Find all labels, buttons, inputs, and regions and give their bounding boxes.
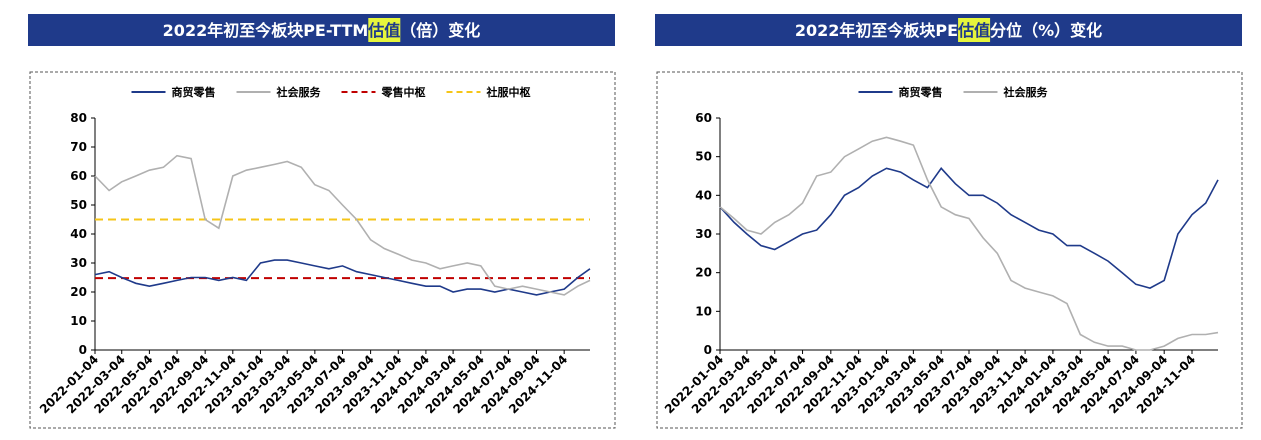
- y-tick-label: 30: [695, 227, 712, 241]
- chart-title: 2022年初至今板块PE-TTM估值（倍）变化: [163, 21, 481, 40]
- y-tick-label: 30: [70, 256, 87, 270]
- title-highlight: [958, 18, 991, 42]
- y-tick-label: 50: [70, 198, 87, 212]
- y-tick-label: 10: [70, 314, 87, 328]
- y-tick-label: 50: [695, 150, 712, 164]
- y-tick-label: 40: [70, 227, 87, 241]
- title-part: 分位（%）变化: [990, 21, 1102, 40]
- series-line: [719, 167, 1219, 289]
- legend-label: 商贸零售: [172, 85, 216, 99]
- chart-title: 2022年初至今板块PE估值分位（%）变化: [795, 21, 1102, 40]
- title-part: 估值: [957, 21, 990, 40]
- y-tick-label: 0: [79, 343, 87, 357]
- legend-label: 商贸零售: [899, 85, 943, 99]
- y-tick-label: 20: [695, 266, 712, 280]
- y-tick-label: 20: [70, 285, 87, 299]
- title-bar: [28, 14, 615, 46]
- y-tick-label: 70: [70, 140, 87, 154]
- legend-label: 社会服务: [1003, 85, 1049, 99]
- plot-frame: [656, 71, 1243, 429]
- y-tick-label: 40: [695, 188, 712, 202]
- y-tick-label: 10: [695, 304, 712, 318]
- legend-label: 零售中枢: [381, 85, 426, 99]
- y-tick-label: 0: [704, 343, 712, 357]
- title-part: 2022年初至今板块PE: [795, 21, 958, 40]
- legend-label: 社服中枢: [486, 85, 531, 99]
- y-tick-label: 80: [70, 111, 87, 125]
- series-line: [94, 154, 591, 296]
- title-part: （倍）变化: [400, 21, 480, 40]
- title-part: 估值: [367, 21, 400, 40]
- title-part: 2022年初至今板块PE-TTM: [163, 21, 369, 40]
- legend-label: 社会服务: [276, 85, 322, 99]
- y-tick-label: 60: [695, 111, 712, 125]
- series-line: [719, 136, 1219, 351]
- title-bar: [655, 14, 1242, 46]
- title-highlight: [368, 18, 401, 42]
- plot-frame: [29, 71, 616, 429]
- y-tick-label: 60: [70, 169, 87, 183]
